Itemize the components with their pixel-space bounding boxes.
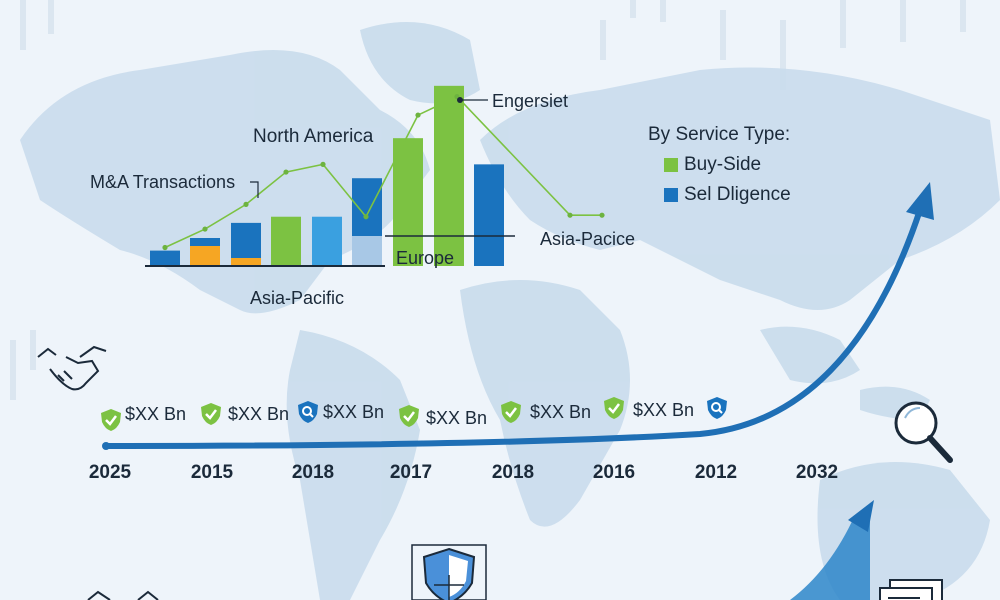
trend-point-2 — [202, 226, 208, 232]
shield-check-icon — [399, 405, 419, 427]
handshake-icon — [37, 345, 107, 391]
legend-label-buy-side: Buy-Side — [684, 154, 762, 175]
timeline-value-4: $XX Bn — [426, 408, 488, 428]
trend-point-5 — [320, 161, 326, 167]
chart-bar-5 — [312, 216, 342, 266]
engersiet-callout-dot — [457, 97, 463, 103]
secondary-growth-area — [790, 505, 870, 600]
timeline-year-6: 2016 — [592, 462, 636, 483]
shield-check-icon — [501, 401, 521, 423]
timeline-value-2: $XX Bn — [228, 404, 290, 424]
chart-bar-segment-2 — [231, 258, 261, 266]
magnifier-icon — [894, 401, 953, 463]
legend-title: By Service Type: — [648, 124, 791, 145]
timeline-start-dot — [102, 442, 110, 450]
shield-check-icon — [201, 403, 221, 425]
timeline-year-2: 2015 — [190, 462, 234, 483]
chart-bar-8 — [434, 85, 464, 266]
timeline-value-3: $XX Bn — [323, 402, 385, 422]
chart-bar-1 — [150, 250, 180, 266]
engersiet-label: Engersiet — [492, 91, 569, 111]
trend-point-6 — [363, 214, 369, 220]
chart-bar-7 — [393, 138, 423, 266]
north-america-label: North America — [253, 126, 374, 147]
trend-point-4 — [283, 169, 289, 175]
legend-swatch-blue — [664, 187, 678, 202]
trend-point-3 — [243, 201, 249, 207]
growth-arrow-head — [906, 182, 934, 220]
timeline-value-6: $XX Bn — [633, 400, 695, 420]
timeline-year-3: 2018 — [291, 462, 335, 483]
timeline-year-1: 2025 — [88, 462, 132, 483]
shield-search-icon — [298, 401, 318, 423]
trend-point-10 — [599, 212, 605, 218]
chart-bar-4 — [271, 216, 301, 266]
legend-label-sel-dligence: Sel Dligence — [684, 184, 791, 205]
asia-pacice-label: Asia-Pacice — [540, 229, 636, 249]
secondary-arrow-head — [848, 500, 874, 532]
legend-item-buy-side: Buy-Side — [664, 154, 761, 176]
chart-bar-9 — [474, 164, 504, 266]
partial-icon-bottom-left — [87, 590, 159, 600]
timeline-value-5: $XX Bn — [530, 402, 592, 422]
timeline-year-8: 2032 — [795, 462, 839, 483]
shield-search-icon — [707, 397, 727, 419]
timeline-year-4: 2017 — [389, 462, 433, 483]
timeline-year-5: 2018 — [491, 462, 535, 483]
trend-line — [164, 95, 602, 249]
documents-icon — [879, 579, 943, 600]
shield-check-icon — [101, 409, 121, 431]
shield-scales-icon — [411, 544, 487, 600]
trend-point-1 — [162, 244, 168, 251]
trend-point-7 — [415, 112, 421, 118]
mna-transactions-label: M&A Transactions — [90, 172, 236, 192]
asia-pacific-label: Asia-Pacific — [250, 288, 345, 308]
chart-bar-segment-1 — [190, 238, 220, 246]
timeline-year-7: 2012 — [694, 462, 738, 483]
mna-callout — [250, 181, 259, 198]
chart-bar-segment-3 — [352, 236, 382, 266]
europe-label: Europe — [396, 248, 455, 268]
growth-arrow-icon — [104, 209, 923, 449]
trend-point-9 — [567, 212, 573, 218]
legend-item-sel-dligence: Sel Dligence — [664, 184, 791, 206]
shield-check-icon — [604, 397, 624, 419]
timeline-value-1: $XX Bn — [125, 404, 187, 424]
legend-swatch-green — [664, 157, 678, 172]
